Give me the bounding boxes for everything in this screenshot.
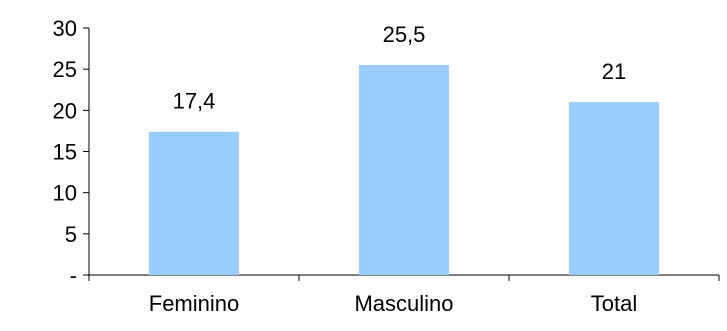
x-tick-label: Feminino bbox=[149, 291, 239, 316]
data-labels: 17,4 25,5 21 bbox=[173, 22, 627, 114]
data-label: 17,4 bbox=[173, 89, 216, 114]
data-label: 21 bbox=[602, 59, 626, 84]
y-tick-label: 15 bbox=[53, 140, 77, 165]
y-tick-label: 30 bbox=[53, 16, 77, 41]
x-axis: Feminino Masculino Total bbox=[88, 274, 720, 316]
y-tick-label: 5 bbox=[65, 222, 77, 247]
bar-total bbox=[569, 102, 659, 275]
y-tick-label: - bbox=[70, 263, 77, 288]
bars bbox=[149, 65, 659, 275]
y-tick-label: 10 bbox=[53, 181, 77, 206]
y-tick-label: 20 bbox=[53, 98, 77, 123]
x-tick-label: Masculino bbox=[354, 291, 453, 316]
y-axis: - 5 10 15 20 25 30 bbox=[53, 16, 90, 288]
bar-masculino bbox=[359, 65, 449, 275]
bar-feminino bbox=[149, 131, 239, 275]
y-tick-label: 25 bbox=[53, 57, 77, 82]
x-tick-label: Total bbox=[591, 291, 637, 316]
data-label: 25,5 bbox=[383, 22, 426, 47]
